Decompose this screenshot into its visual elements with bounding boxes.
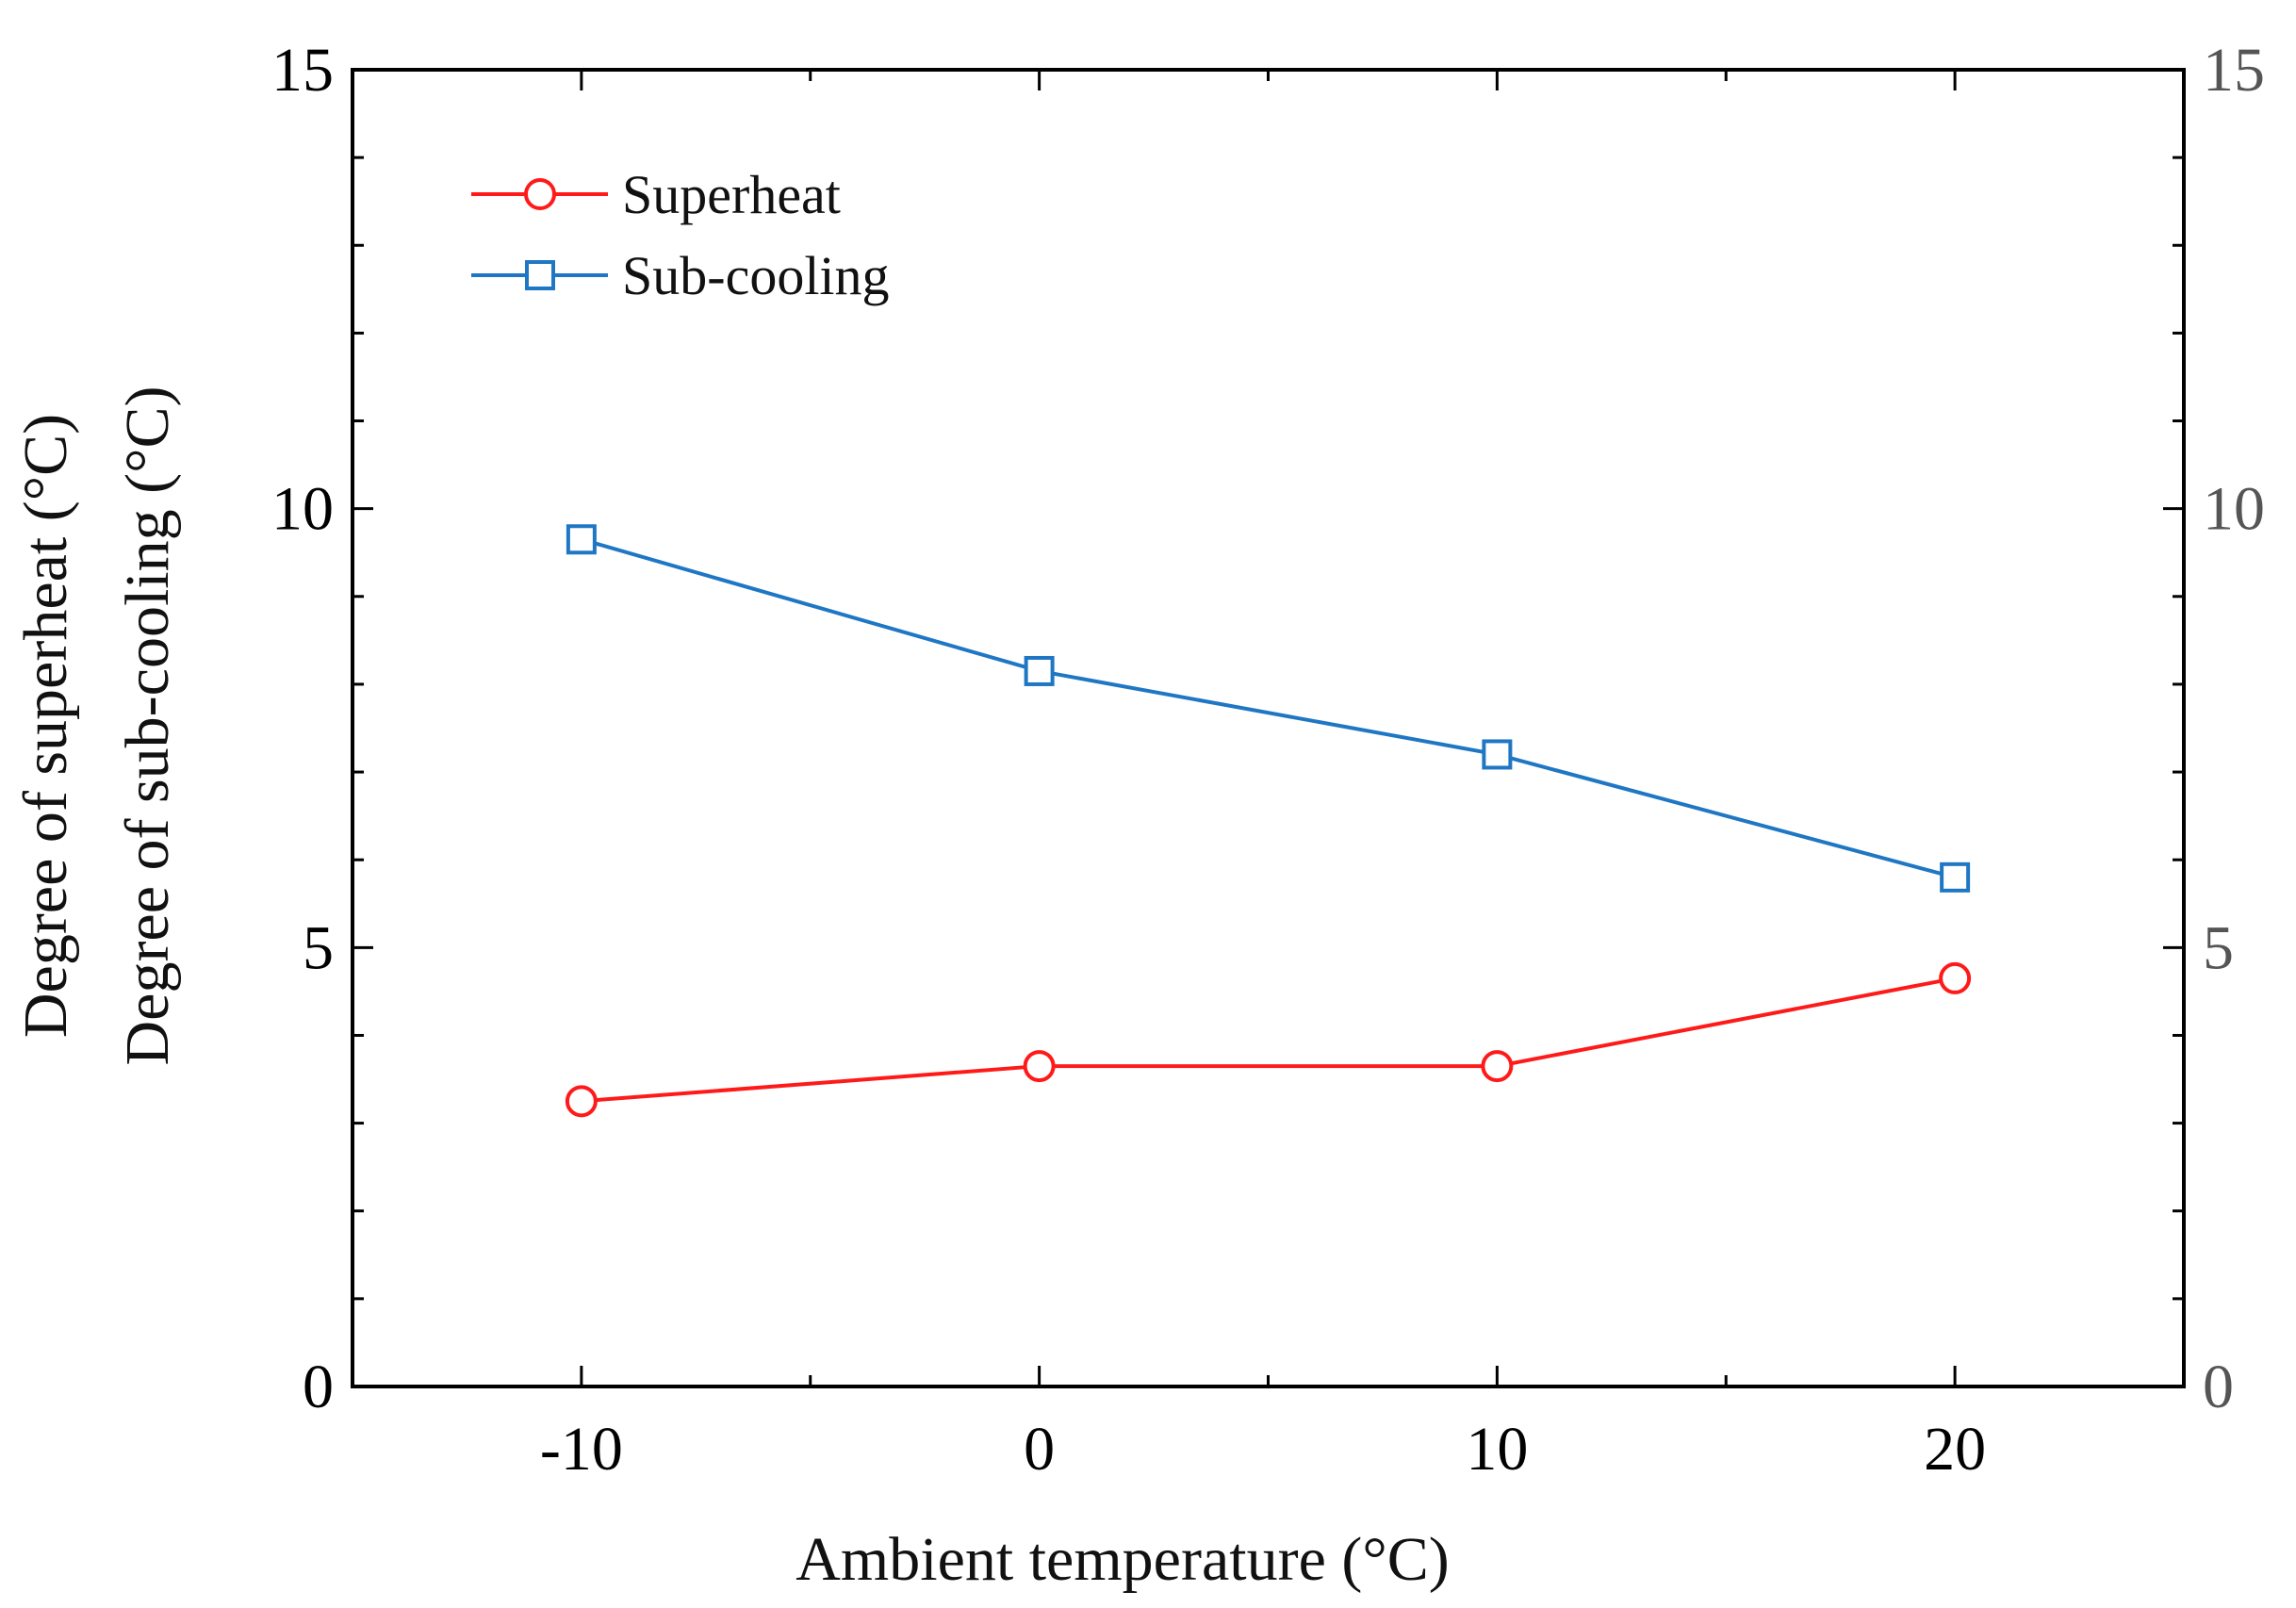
x-axis-title: Ambient temperature (°C) — [795, 1525, 1449, 1594]
y-axis-title-superheat: Degree of superheat (°C) — [11, 414, 80, 1038]
y-axis-title-subcooling: Degree of sub-cooling (°C) — [113, 386, 182, 1065]
right-tick-label: 5 — [2203, 913, 2234, 982]
series-line-superheat — [581, 976, 1956, 1104]
x-tick-label: 20 — [1924, 1415, 1986, 1484]
series-line-sub-cooling — [581, 537, 1956, 879]
right-tick-label: 15 — [2203, 36, 2265, 105]
y-axis-left-labels: 0 5 10 15 — [271, 36, 334, 1421]
legend-marker-subcooling — [525, 260, 555, 290]
data-point-sub-cooling — [1482, 739, 1513, 770]
right-tick-label: 10 — [2203, 475, 2265, 544]
data-point-sub-cooling — [1940, 861, 1971, 893]
data-point-sub-cooling — [566, 524, 597, 555]
plot-frame — [351, 68, 2186, 1388]
y-tick-label: 5 — [303, 913, 334, 982]
x-tick-label: 10 — [1466, 1415, 1528, 1484]
right-tick-label: 0 — [2203, 1353, 2234, 1421]
legend-label-subcooling: Sub-cooling — [622, 245, 890, 306]
y-tick-label: 0 — [303, 1353, 334, 1421]
y-tick-label: 15 — [271, 36, 334, 105]
data-point-superheat — [1023, 1050, 1056, 1083]
legend-label-superheat: Superheat — [622, 164, 841, 225]
legend-marker-superheat — [524, 178, 556, 210]
x-tick-label: -10 — [540, 1415, 623, 1484]
series-layer — [565, 524, 1972, 1118]
data-point-superheat — [1481, 1050, 1514, 1083]
y-axis-right-labels: 0 5 10 15 — [2203, 36, 2265, 1421]
legend: Superheat Sub-cooling — [471, 164, 890, 306]
data-point-superheat — [565, 1085, 598, 1118]
x-tick-label: 0 — [1024, 1415, 1055, 1484]
data-point-superheat — [1939, 961, 1972, 994]
data-point-sub-cooling — [1024, 655, 1055, 686]
x-axis-labels: -10 0 10 20 — [540, 1415, 1986, 1484]
y-tick-label: 10 — [271, 475, 334, 544]
